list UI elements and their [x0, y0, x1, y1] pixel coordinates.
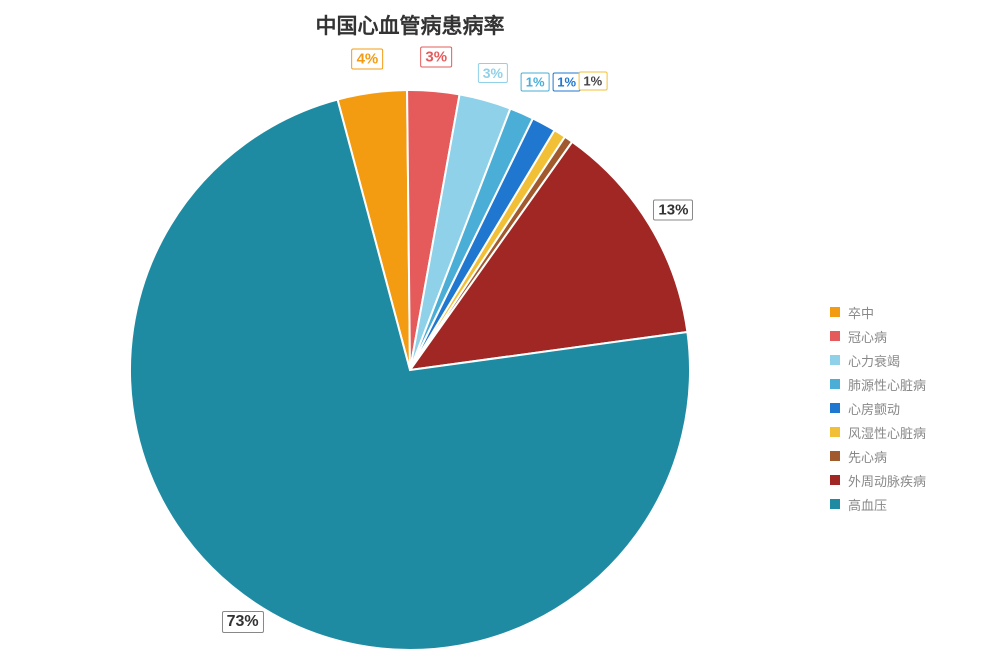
legend-label: 肺源性心脏病: [848, 375, 926, 394]
legend-swatch: [830, 403, 840, 413]
legend-label: 高血压: [848, 495, 887, 514]
legend-swatch: [830, 331, 840, 341]
legend-label: 心房颤动: [848, 399, 900, 418]
legend-item: 风湿性心脏病: [830, 420, 926, 444]
legend-item: 心房颤动: [830, 396, 926, 420]
slice-label: 1%: [578, 72, 607, 91]
slice-label: 73%: [222, 611, 264, 633]
slice-label: 13%: [653, 200, 693, 221]
slice-label: 3%: [420, 47, 452, 68]
legend-label: 心力衰竭: [848, 351, 900, 370]
legend-label: 先心病: [848, 447, 887, 466]
legend: 卒中冠心病心力衰竭肺源性心脏病心房颤动风湿性心脏病先心病外周动脉疾病高血压: [830, 300, 926, 516]
slice-label: 3%: [478, 63, 508, 83]
legend-item: 肺源性心脏病: [830, 372, 926, 396]
chart-stage: 中国心血管病患病率 4%3%3%1%1%1%13%73% 卒中冠心病心力衰竭肺源…: [0, 0, 990, 666]
legend-swatch: [830, 499, 840, 509]
legend-item: 卒中: [830, 300, 926, 324]
legend-swatch: [830, 307, 840, 317]
slice-label: 1%: [552, 73, 581, 92]
legend-item: 高血压: [830, 492, 926, 516]
legend-item: 外周动脉疾病: [830, 468, 926, 492]
legend-item: 心力衰竭: [830, 348, 926, 372]
legend-item: 先心病: [830, 444, 926, 468]
legend-label: 冠心病: [848, 327, 887, 346]
legend-item: 冠心病: [830, 324, 926, 348]
legend-swatch: [830, 379, 840, 389]
legend-label: 外周动脉疾病: [848, 471, 926, 490]
slice-label: 4%: [352, 49, 384, 70]
legend-swatch: [830, 355, 840, 365]
legend-label: 卒中: [848, 303, 874, 322]
legend-swatch: [830, 475, 840, 485]
slice-label: 1%: [521, 73, 550, 92]
legend-label: 风湿性心脏病: [848, 423, 926, 442]
legend-swatch: [830, 427, 840, 437]
legend-swatch: [830, 451, 840, 461]
